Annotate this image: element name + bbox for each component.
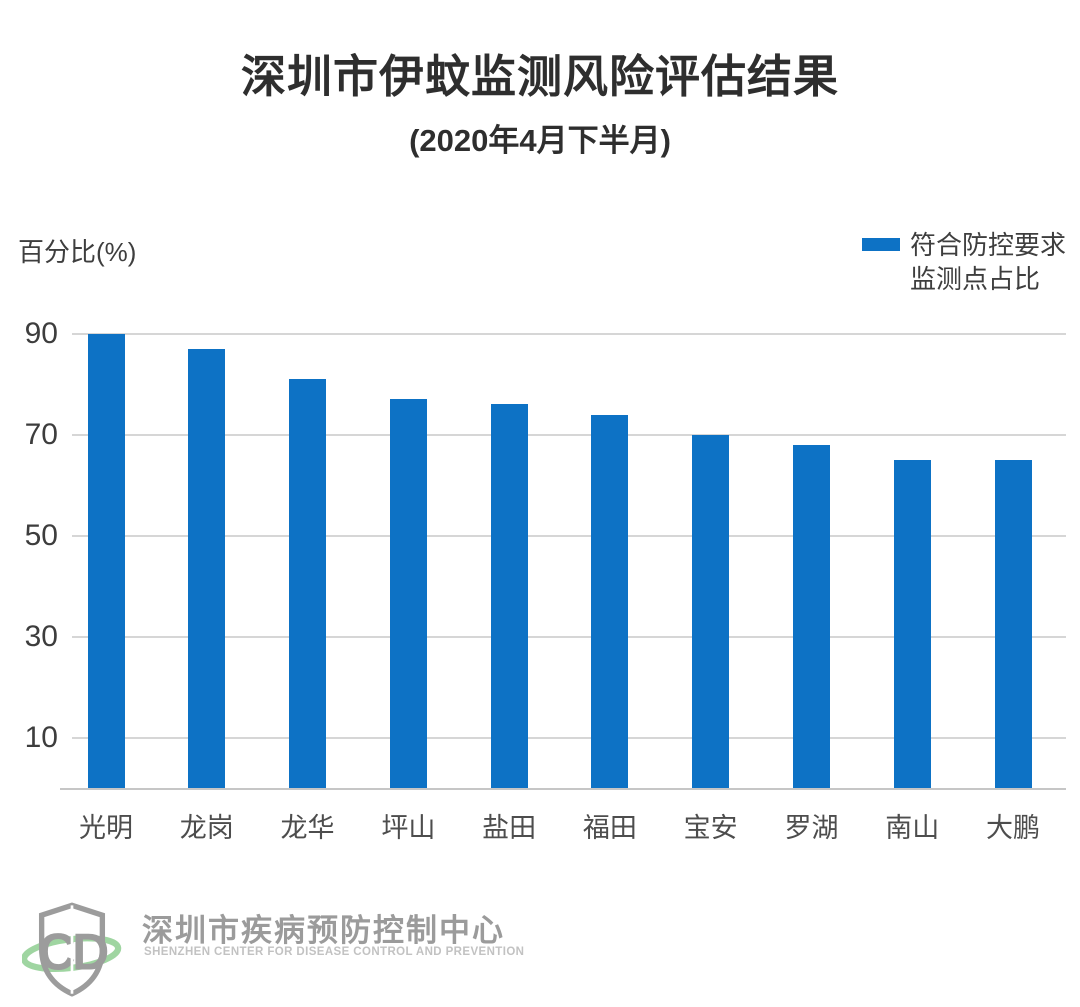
y-tick-label: 90 [24,316,58,350]
gridline [72,636,1066,639]
legend-swatch-icon [862,238,900,251]
x-axis-label: 罗湖 [784,813,839,843]
y-tick-label: 30 [24,620,58,654]
bar [490,404,528,789]
y-tick-label: 50 [24,519,58,552]
org-name-en: SHENZHEN CENTER FOR DISEASE CONTROL AND … [144,946,525,958]
bar [893,460,931,789]
gridline [72,332,1066,335]
cdc-logo: CD [20,900,122,1005]
x-axis-label: 盐田 [482,813,537,843]
x-axis-label: 龙岗 [179,813,234,843]
legend: 符合防控要求 监测点占比 [862,228,1066,296]
x-axis-line [60,788,1066,790]
bar [692,434,730,789]
bar [792,444,830,789]
y-tick-label: 10 [24,721,58,755]
x-axis-label: 大鹏 [986,813,1041,843]
y-axis-unit-label: 百分比(%) [18,237,137,267]
x-axis-label: 龙华 [280,813,335,843]
bar [994,460,1032,789]
gridline [72,535,1066,537]
legend-label: 符合防控要求 监测点占比 [910,230,1067,294]
bar [389,399,427,789]
x-axis-label: 宝安 [683,813,738,843]
x-axis-label: 坪山 [381,813,436,843]
y-tick-label: 70 [24,417,58,451]
chart-title: 深圳市伊蚊监测风险评估结果 [240,51,839,102]
cdc-shield-logo-icon: CD [20,902,122,997]
gridline [72,737,1066,740]
x-axis-label: 光明 [79,813,133,843]
x-axis-label: 福田 [582,813,637,843]
bar [591,414,629,789]
gridline [72,433,1066,436]
bar [289,379,327,789]
bar [87,333,125,789]
chart-subtitle: (2020年4月下半月) [409,123,671,158]
x-axis-label: 南山 [885,813,940,843]
org-name: 深圳市疾病预防控制中心 [142,913,505,948]
bar [188,348,226,789]
